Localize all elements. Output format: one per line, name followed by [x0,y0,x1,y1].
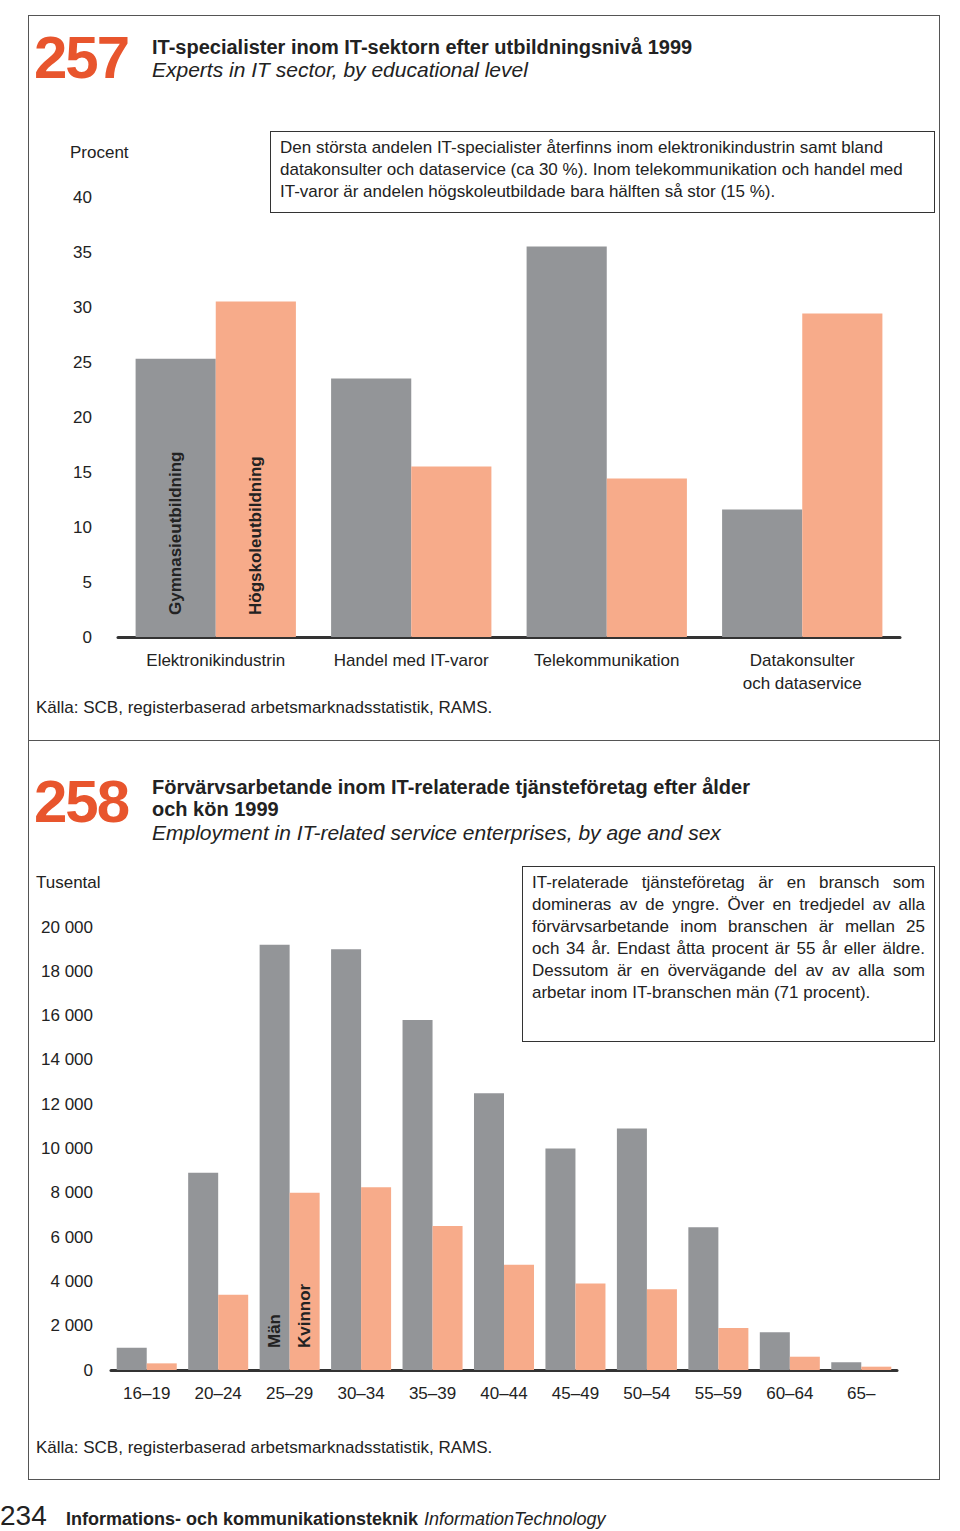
svg-text:Datakonsulter: Datakonsulter [750,651,855,670]
svg-text:20 000: 20 000 [41,918,93,937]
html-text:Den största andelen IT-special: Den största andelen IT-specialister åter… [280,138,903,201]
svg-text:0: 0 [84,1361,93,1380]
svg-text:Elektronikindustrin: Elektronikindustrin [146,651,285,670]
svg-text:50–54: 50–54 [623,1384,670,1403]
svg-text:Högskoleutbildning: Högskoleutbildning [246,456,265,615]
html-text:Procent: Procent [70,143,129,162]
html-text:Källa: SCB, registerbaserad ar: Källa: SCB, registerbaserad arbetsmarkna… [36,1438,493,1457]
svg-text:40: 40 [73,188,92,207]
svg-text:55–59: 55–59 [695,1384,742,1403]
html-text:Informations- och kommunikatio: Informations- och kommunikationsteknik I… [66,1509,606,1529]
svg-text:Telekommunikation: Telekommunikation [534,651,680,670]
svg-text:30–34: 30–34 [337,1384,384,1403]
svg-text:10 000: 10 000 [41,1139,93,1158]
svg-text:12 000: 12 000 [41,1095,93,1114]
html-text:IT-relaterade tjänsteföretag ä: IT-relaterade tjänsteföretag är en brans… [532,873,925,1002]
svg-text:2 000: 2 000 [50,1316,93,1335]
svg-text:8 000: 8 000 [50,1183,93,1202]
svg-text:4 000: 4 000 [50,1272,93,1291]
svg-text:16–19: 16–19 [123,1384,170,1403]
svg-text:16 000: 16 000 [41,1006,93,1025]
svg-text:14 000: 14 000 [41,1050,93,1069]
svg-text:15: 15 [73,463,92,482]
svg-text:Kvinnor: Kvinnor [295,1283,314,1348]
svg-text:0: 0 [83,628,92,647]
svg-text:och dataservice: och dataservice [743,674,862,693]
svg-text:25: 25 [73,353,92,372]
svg-text:6 000: 6 000 [50,1228,93,1247]
html-text:IT-specialister inom IT-sektor: IT-specialister inom IT-sektorn efter ut… [152,36,693,58]
svg-text:10: 10 [73,518,92,537]
svg-text:65–: 65– [847,1384,876,1403]
html-text:Källa: SCB, registerbaserad ar: Källa: SCB, registerbaserad arbetsmarkna… [36,698,493,717]
html-text:Employment in IT-related servi: Employment in IT-related service enterpr… [152,821,721,844]
svg-text:35–39: 35–39 [409,1384,456,1403]
svg-text:Gymnasieutbildning: Gymnasieutbildning [166,452,185,615]
svg-text:20: 20 [73,408,92,427]
svg-text:40–44: 40–44 [480,1384,527,1403]
svg-text:Män: Män [265,1314,284,1348]
svg-text:25–29: 25–29 [266,1384,313,1403]
html-text:Experts in IT sector, by educa: Experts in IT sector, by educational lev… [152,58,528,81]
svg-text:20–24: 20–24 [195,1384,242,1403]
svg-text:45–49: 45–49 [552,1384,599,1403]
svg-text:30: 30 [73,298,92,317]
html-text:258: 258 [34,768,129,835]
svg-text:Handel med IT-varor: Handel med IT-varor [334,651,489,670]
svg-text:60–64: 60–64 [766,1384,813,1403]
svg-text:18 000: 18 000 [41,962,93,981]
html-text:Tusental: Tusental [36,873,101,892]
html-text:234: 234 [0,1500,47,1531]
svg-text:5: 5 [83,573,92,592]
svg-text:35: 35 [73,243,92,262]
html-text:Förvärvsarbetande inom IT-rela: Förvärvsarbetande inom IT-relaterade tjä… [152,776,750,820]
html-text:257: 257 [34,24,129,91]
